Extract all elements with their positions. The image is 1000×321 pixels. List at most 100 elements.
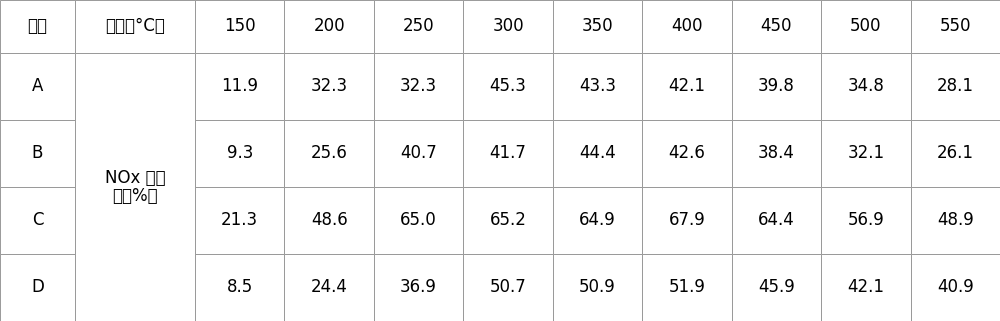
Bar — [195, 120, 284, 187]
Text: 32.3: 32.3 — [400, 77, 437, 95]
Bar — [911, 187, 1000, 254]
Text: 24.4: 24.4 — [311, 279, 348, 297]
Bar — [642, 254, 732, 321]
Text: 40.9: 40.9 — [937, 279, 974, 297]
Text: 43.3: 43.3 — [579, 77, 616, 95]
Bar — [284, 53, 374, 120]
Text: 32.3: 32.3 — [311, 77, 348, 95]
Bar — [0, 53, 75, 120]
Text: 11.9: 11.9 — [221, 77, 258, 95]
Text: 34.8: 34.8 — [847, 77, 884, 95]
Bar — [642, 0, 732, 53]
Bar — [553, 53, 642, 120]
Bar — [911, 120, 1000, 187]
Text: 67.9: 67.9 — [669, 212, 705, 230]
Text: 150: 150 — [224, 17, 256, 36]
Text: 率（%）: 率（%） — [112, 187, 158, 205]
Bar — [553, 254, 642, 321]
Bar — [821, 53, 911, 120]
Text: 65.2: 65.2 — [490, 212, 526, 230]
Text: 500: 500 — [850, 17, 882, 36]
Text: 39.8: 39.8 — [758, 77, 795, 95]
Bar — [463, 187, 553, 254]
Bar — [463, 254, 553, 321]
Text: 45.3: 45.3 — [490, 77, 526, 95]
Bar — [284, 0, 374, 53]
Text: 28.1: 28.1 — [937, 77, 974, 95]
Bar — [732, 0, 821, 53]
Text: 8.5: 8.5 — [227, 279, 253, 297]
Text: 温度（°C）: 温度（°C） — [105, 17, 165, 36]
Bar — [195, 187, 284, 254]
Text: 40.7: 40.7 — [400, 144, 437, 162]
Bar — [284, 120, 374, 187]
Bar — [284, 254, 374, 321]
Text: 21.3: 21.3 — [221, 212, 258, 230]
Bar — [374, 254, 463, 321]
Text: 450: 450 — [761, 17, 792, 36]
Bar — [911, 0, 1000, 53]
Bar — [732, 254, 821, 321]
Text: D: D — [31, 279, 44, 297]
Bar — [374, 187, 463, 254]
Bar — [911, 254, 1000, 321]
Bar — [75, 0, 195, 53]
Bar — [821, 120, 911, 187]
Text: 350: 350 — [582, 17, 613, 36]
Text: C: C — [32, 212, 43, 230]
Bar — [553, 120, 642, 187]
Bar — [821, 254, 911, 321]
Text: A: A — [32, 77, 43, 95]
Text: 9.3: 9.3 — [227, 144, 253, 162]
Text: 550: 550 — [940, 17, 971, 36]
Text: 44.4: 44.4 — [579, 144, 616, 162]
Text: 56.9: 56.9 — [847, 212, 884, 230]
Bar — [642, 187, 732, 254]
Bar — [553, 187, 642, 254]
Text: 48.6: 48.6 — [311, 212, 348, 230]
Text: 300: 300 — [492, 17, 524, 36]
Text: 组别: 组别 — [28, 17, 48, 36]
Text: 65.0: 65.0 — [400, 212, 437, 230]
Text: 36.9: 36.9 — [400, 279, 437, 297]
Bar — [374, 120, 463, 187]
Text: 42.1: 42.1 — [668, 77, 705, 95]
Bar — [374, 0, 463, 53]
Bar — [732, 187, 821, 254]
Bar — [75, 53, 195, 321]
Text: B: B — [32, 144, 43, 162]
Bar — [642, 53, 732, 120]
Text: 400: 400 — [671, 17, 703, 36]
Text: 200: 200 — [313, 17, 345, 36]
Bar — [821, 0, 911, 53]
Bar — [463, 53, 553, 120]
Bar — [0, 187, 75, 254]
Text: 42.6: 42.6 — [669, 144, 705, 162]
Bar — [911, 53, 1000, 120]
Bar — [463, 120, 553, 187]
Bar — [374, 53, 463, 120]
Bar — [463, 0, 553, 53]
Text: 50.7: 50.7 — [490, 279, 526, 297]
Bar — [821, 187, 911, 254]
Text: 41.7: 41.7 — [490, 144, 526, 162]
Bar — [732, 120, 821, 187]
Text: 38.4: 38.4 — [758, 144, 795, 162]
Text: 45.9: 45.9 — [758, 279, 795, 297]
Text: 51.9: 51.9 — [669, 279, 705, 297]
Text: 64.9: 64.9 — [579, 212, 616, 230]
Bar — [195, 0, 284, 53]
Text: 64.4: 64.4 — [758, 212, 795, 230]
Bar — [732, 53, 821, 120]
Bar — [195, 254, 284, 321]
Text: 32.1: 32.1 — [847, 144, 884, 162]
Bar — [0, 0, 75, 53]
Bar — [284, 187, 374, 254]
Bar — [0, 254, 75, 321]
Text: 42.1: 42.1 — [847, 279, 884, 297]
Bar — [195, 53, 284, 120]
Bar — [553, 0, 642, 53]
Bar — [0, 120, 75, 187]
Text: NOx 转化: NOx 转化 — [105, 169, 165, 187]
Text: 48.9: 48.9 — [937, 212, 974, 230]
